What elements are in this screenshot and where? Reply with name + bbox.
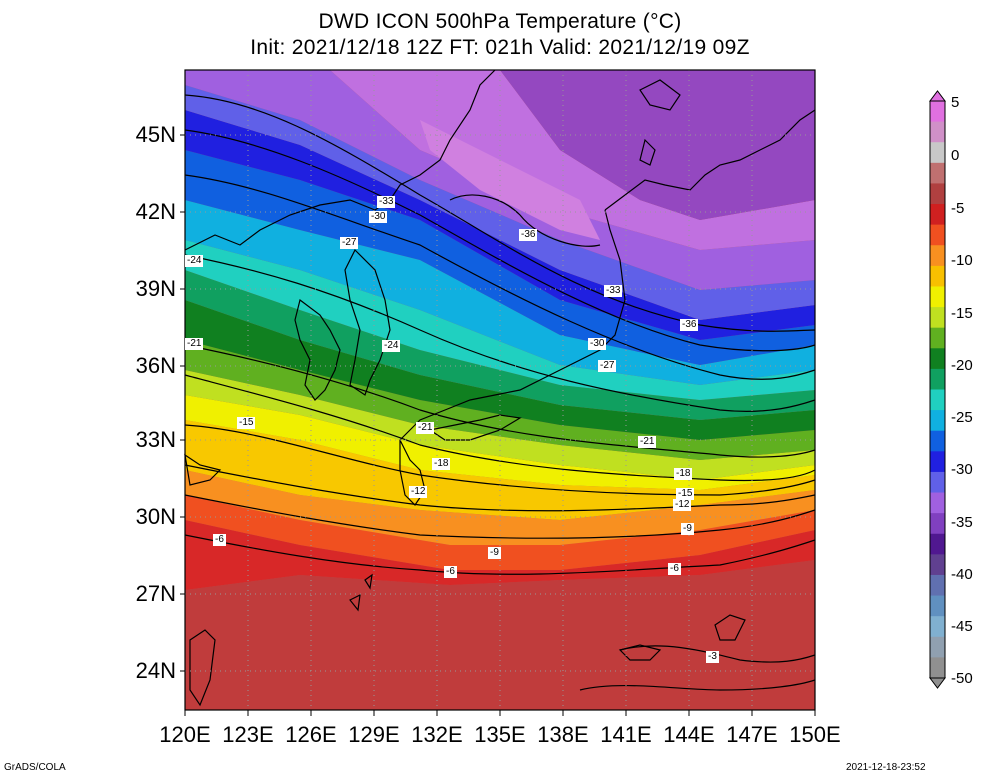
colorbar-swatch [930,451,945,473]
colorbar-label: -10 [951,252,973,269]
color-bar [929,90,946,689]
contour-label: -3 [706,651,719,663]
colorbar-swatch [930,101,945,123]
lon-label: 120E [159,722,211,747]
colorbar-swatch [930,410,945,432]
lat-label: 24N [135,658,176,683]
lat-label: 36N [135,353,176,378]
colorbar-swatch [930,286,945,308]
contour-label: -30 [369,211,388,223]
colorbar-swatch [930,616,945,638]
lat-label: 39N [135,276,176,301]
contour-label: -36 [680,319,699,331]
colorbar-swatch [930,430,945,452]
colorbar-swatch [930,204,945,226]
colorbar-swatch [930,595,945,617]
contour-label: -18 [674,468,693,480]
colorbar-label: -35 [951,514,973,531]
colorbar-label: 0 [951,147,960,164]
lat-label: 27N [135,581,176,606]
colorbar-swatch [930,492,945,514]
colorbar-swatch [930,657,945,679]
contour-label: -27 [340,237,359,249]
colorbar-label: -50 [951,670,973,687]
colorbar-swatch [930,327,945,349]
colorbar-swatch [930,389,945,411]
colorbar-label: -15 [951,305,973,322]
contour-label: -21 [638,436,657,448]
contour-label: -15 [676,488,695,500]
temperature-field [185,70,815,710]
colorbar-swatch [930,121,945,143]
colorbar-swatch [930,265,945,287]
contour-label: -12 [409,486,428,498]
coastlines [184,69,816,707]
lon-label: 132E [411,722,463,747]
colorbar-swatch [930,245,945,267]
colorbar-swatch [930,183,945,205]
colorbar-label: 5 [951,94,960,111]
contour-label: -30 [588,338,607,350]
footer-credit: GrADS/COLA [4,762,66,773]
contour-label: -18 [432,458,451,470]
contour-label: -21 [185,338,204,350]
colorbar-label: -30 [951,461,973,478]
colorbar-label: -5 [951,200,965,217]
map-subtitle: Init: 2021/12/18 12Z FT: 021h Valid: 202… [250,36,750,59]
lon-label: 144E [663,722,715,747]
colorbar-swatch [930,348,945,370]
lon-label: 150E [789,722,841,747]
contour-label: -6 [668,563,681,575]
map-title: DWD ICON 500hPa Temperature (°C) [318,10,682,33]
contour-label: -33 [604,285,623,297]
contour-label: -24 [382,340,401,352]
lon-label: 147E [726,722,778,747]
contour-label: -21 [416,422,435,434]
contour-label: -15 [237,417,256,429]
colorbar-label: -25 [951,409,973,426]
contour-lines [184,94,816,691]
axis-ticks [180,134,816,716]
lon-label: 126E [285,722,337,747]
colorbar-frame [929,100,946,679]
contour-label: -6 [213,534,226,546]
colorbar-swatch [930,471,945,494]
contour-label: -36 [519,229,538,241]
lon-label: 135E [474,722,526,747]
lon-label: 138E [537,722,589,747]
colorbar-swatch [930,162,945,184]
colorbar-swatch [930,368,945,390]
colorbar-swatch [930,142,945,164]
lon-label: 129E [348,722,400,747]
contour-label: -6 [444,566,457,578]
contour-label: -27 [598,360,617,372]
footer-timestamp: 2021-12-18-23:52 [846,762,926,773]
contour-label: -9 [488,547,501,559]
contour-label: -12 [673,499,692,511]
contour-label: -24 [185,255,204,267]
lat-label: 42N [135,199,176,224]
lon-label: 141E [600,722,652,747]
colorbar-label: -40 [951,566,973,583]
colorbar-lower-arrow [929,677,946,689]
lat-label: 30N [135,504,176,529]
colorbar-label: -20 [951,357,973,374]
colorbar-swatch [930,307,945,329]
contour-label: -9 [681,523,694,535]
lon-label: 123E [222,722,274,747]
lat-label: 45N [135,122,176,147]
lat-label: 33N [135,427,176,452]
lat-lon-grid [185,70,815,710]
colorbar-swatch [930,513,945,535]
colorbar-swatch [930,574,945,597]
contour-label: -33 [377,196,396,208]
colorbar-swatch [930,224,945,246]
colorbar-upper-arrow [929,90,946,102]
colorbar-swatch [930,636,945,658]
colorbar-label: -45 [951,618,973,635]
colorbar-swatch [930,554,945,576]
colorbar-swatch [930,533,945,555]
